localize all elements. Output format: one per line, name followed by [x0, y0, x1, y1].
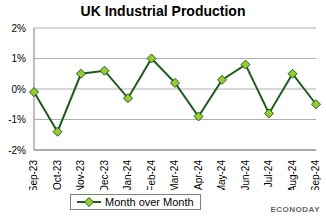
svg-text:Sep-23: Sep-23: [28, 160, 39, 190]
svg-text:Mar-24: Mar-24: [169, 160, 180, 190]
svg-text:Feb-24: Feb-24: [146, 160, 157, 190]
svg-text:Oct-23: Oct-23: [52, 160, 63, 190]
html-text:UK Industrial Production: UK Industrial Production: [80, 3, 246, 19]
svg-text:May-24: May-24: [216, 160, 227, 190]
svg-text:0%: 0%: [12, 84, 27, 95]
svg-text:Aug-24: Aug-24: [287, 160, 298, 190]
svg-text:Jun-24: Jun-24: [240, 160, 251, 190]
svg-text:1%: 1%: [12, 53, 27, 64]
svg-text:Jul-24: Jul-24: [263, 160, 274, 188]
html-text:Month over Month: Month over Month: [105, 196, 194, 208]
svg-text:2%: 2%: [12, 23, 27, 34]
html-text:ECONODAY: ECONODAY: [270, 205, 320, 214]
svg-text:Dec-23: Dec-23: [99, 160, 110, 190]
svg-text:Apr-24: Apr-24: [193, 160, 204, 190]
svg-text:Jan-24: Jan-24: [122, 160, 133, 190]
svg-text:Sep-24: Sep-24: [310, 160, 318, 190]
svg-text:Nov-23: Nov-23: [75, 160, 86, 190]
svg-text:-1%: -1%: [8, 114, 26, 125]
svg-text:-2%: -2%: [8, 145, 26, 156]
